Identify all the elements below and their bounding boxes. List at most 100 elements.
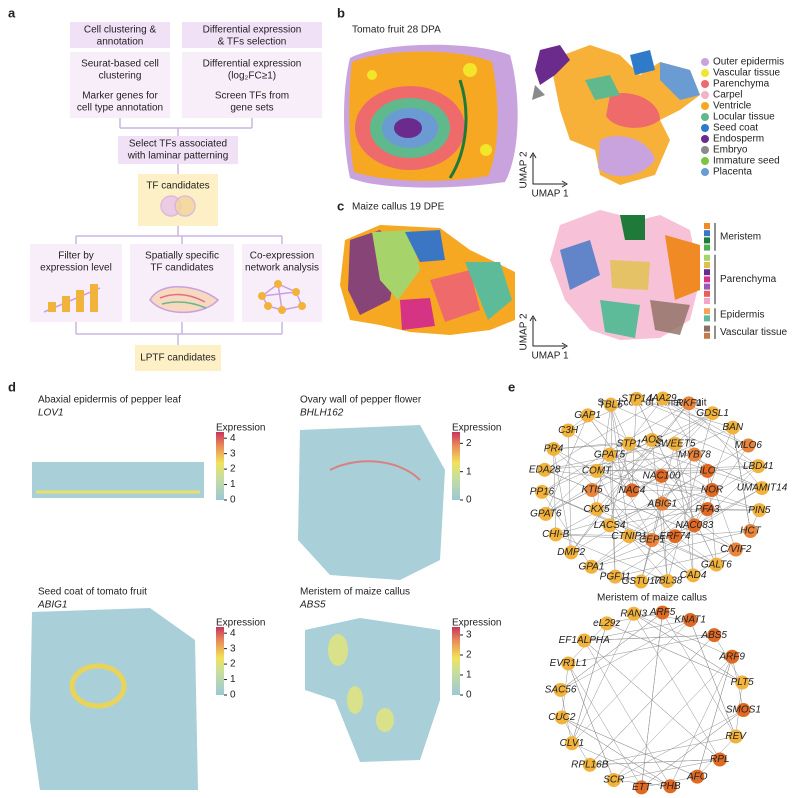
axis-label: UMAP 1	[531, 351, 568, 362]
network-node	[589, 502, 604, 517]
node-label: NAC100	[643, 471, 681, 482]
node-label: CEP1	[639, 535, 665, 546]
gene-name: BHLH162	[300, 408, 344, 419]
network-edge	[609, 443, 630, 526]
box-heading: Differential expression	[203, 25, 302, 36]
network-edge	[697, 656, 733, 777]
node-label: KTI5	[581, 485, 603, 496]
network-edge	[613, 709, 744, 781]
legend-label: Parenchyma	[720, 274, 777, 285]
tick-label: 1	[466, 670, 472, 681]
network-node	[709, 557, 724, 572]
axis-label: UMAP 1	[531, 189, 568, 200]
legend-swatch	[704, 290, 710, 297]
network-edge	[641, 709, 744, 788]
network-edge	[584, 640, 720, 760]
network-edge	[545, 415, 588, 514]
axis-label: UMAP 2	[519, 151, 530, 188]
box-text: expression level	[40, 263, 112, 274]
node-label: GPA1	[578, 561, 604, 572]
network-edges	[560, 612, 744, 788]
network-edge	[628, 503, 663, 537]
plot-title: Ovary wall of pepper flower	[300, 395, 422, 406]
network-node	[599, 616, 614, 631]
panel-title: Maize callus 19 DPE	[352, 202, 445, 213]
network-edge	[651, 439, 668, 582]
network-node	[663, 779, 678, 794]
network-edge	[596, 465, 759, 472]
node-label: RKF1	[676, 398, 702, 409]
network-edge	[568, 430, 736, 550]
network-edge	[545, 412, 713, 515]
network-node	[743, 524, 758, 539]
network-node	[681, 396, 696, 411]
legend-label: Seed coat	[713, 123, 758, 134]
panel-title: Tomato fruit 28 DPA	[352, 25, 441, 36]
node-label: ABS5	[700, 630, 727, 641]
box-text: Screen TFs from	[215, 91, 289, 102]
tick-label: 2	[466, 438, 472, 449]
legend-swatch	[704, 223, 710, 229]
tissue-image	[340, 44, 700, 340]
node-label: TBL38	[653, 576, 683, 587]
box-text: Marker genes for	[82, 91, 158, 102]
plot-title: Seed coat of tomato fruit	[38, 587, 147, 598]
network-edge	[689, 619, 736, 737]
box-text: network analysis	[245, 263, 319, 274]
plot-title: Abaxial epidermis of pepper leaf	[38, 395, 181, 406]
node-label: PP16	[530, 487, 555, 498]
panel-label: e	[508, 379, 515, 394]
box-heading: annotation	[97, 37, 144, 48]
box-text: TF candidates	[146, 181, 209, 192]
tick-label: 2	[230, 464, 236, 475]
legend-title: Expression	[216, 423, 265, 434]
network-node	[645, 533, 659, 547]
legend-swatch	[701, 168, 709, 176]
gene-name: ABIG1	[37, 600, 67, 611]
legend-label: Locular tissue	[713, 112, 775, 123]
network-edge	[694, 487, 763, 526]
node-label: EDA28	[529, 464, 561, 475]
box-text: (log₂FC≥1)	[228, 71, 276, 82]
umap-axes	[529, 152, 568, 350]
tick-label: 3	[230, 448, 236, 459]
network-node	[667, 436, 682, 451]
legend-swatch	[704, 308, 710, 315]
legend-swatch	[704, 244, 710, 251]
legend-swatch	[701, 157, 709, 165]
tick-label: 3	[230, 643, 236, 654]
tick-label: 1	[230, 479, 236, 490]
network-node	[629, 391, 644, 406]
legend-label: Vascular tissue	[720, 327, 788, 338]
network-node	[585, 483, 599, 497]
node-label: ARF5	[649, 607, 676, 618]
legend-swatch	[701, 124, 709, 132]
network-node	[736, 703, 751, 718]
legend-swatch	[701, 102, 709, 110]
network-edge	[568, 663, 615, 781]
network-edge	[545, 489, 593, 515]
node-label: EVR1L1	[550, 658, 587, 669]
legend-label: Immature seed	[713, 156, 780, 167]
node-label: REV	[725, 731, 747, 742]
network-edge	[674, 535, 717, 565]
legend-label: Endosperm	[713, 134, 764, 145]
tick-label: 1	[466, 466, 472, 477]
legend-swatch	[701, 58, 709, 66]
legend-swatch	[701, 113, 709, 121]
network-edge	[596, 470, 630, 537]
network-node	[712, 752, 727, 767]
network-node	[622, 436, 637, 451]
node-label: GPAT6	[530, 509, 562, 520]
node-label: GAP1	[574, 410, 601, 421]
node-label: MYB78	[678, 449, 711, 460]
network-node	[654, 468, 669, 483]
network-edge	[633, 613, 743, 683]
network-edge	[544, 469, 736, 550]
tick-label: 0	[230, 495, 236, 506]
network-edge	[651, 508, 708, 541]
network-node	[700, 463, 715, 478]
network-node	[580, 408, 595, 423]
network-node	[725, 649, 740, 664]
network-node	[626, 606, 641, 621]
